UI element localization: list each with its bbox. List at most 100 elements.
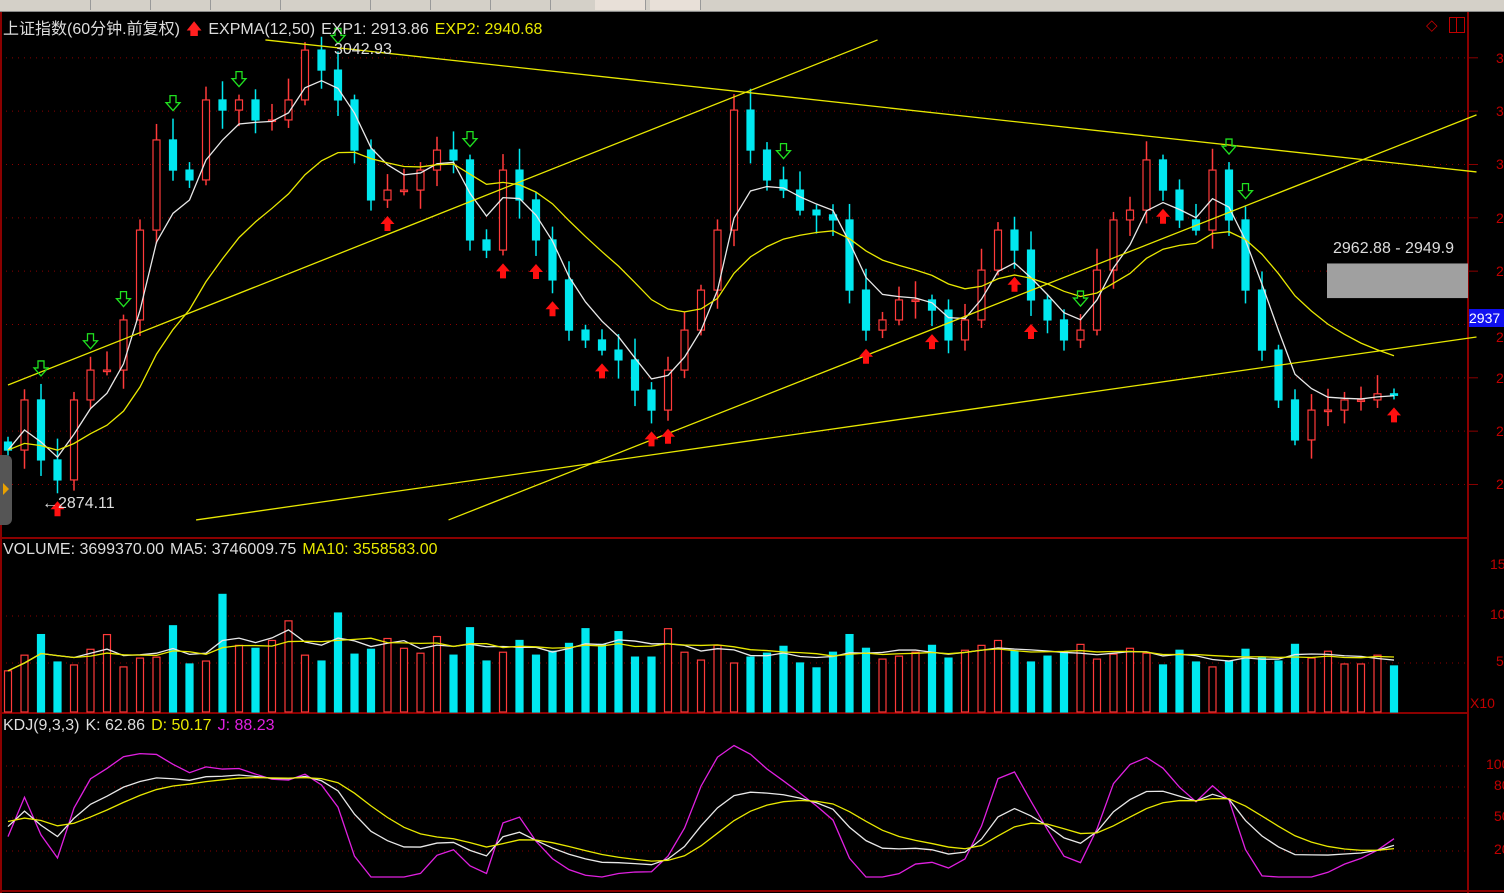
buy-signal-arrow-icon — [595, 363, 609, 379]
candle-up — [152, 139, 161, 231]
candle-up — [1109, 219, 1118, 271]
exp1-value: EXP1: 2913.86 — [321, 21, 429, 38]
kdj-d-line — [7, 776, 1395, 862]
candle-up — [1340, 399, 1349, 411]
toolbar-tab[interactable] — [90, 0, 151, 10]
candle-down — [251, 99, 260, 121]
candle-down — [861, 289, 871, 331]
volume-bar-down — [861, 647, 871, 713]
volume-bar-up — [1323, 650, 1333, 713]
candle-down — [366, 149, 376, 201]
diamond-icon[interactable]: ◇ — [1426, 17, 1438, 34]
volume-bar-up — [1125, 647, 1135, 713]
current-price-tag: 2937 — [1469, 309, 1504, 327]
toolbar-tab[interactable] — [280, 0, 371, 10]
exp1-line — [7, 79, 1395, 459]
window-layout-icon[interactable] — [1449, 17, 1465, 33]
candle-up — [20, 399, 29, 451]
volume-bar-up — [135, 657, 145, 713]
volume-bar-down — [449, 654, 458, 713]
candle-up — [1076, 329, 1085, 341]
price-tick-label: 2940 — [1496, 329, 1504, 345]
candle-up — [234, 99, 244, 111]
volume-bar-down — [482, 660, 491, 713]
kdj-j: J: 88.23 — [217, 717, 275, 734]
toolbar-tab[interactable] — [490, 0, 551, 10]
price-tick-label: 2920 — [1496, 369, 1504, 386]
high-price-label: 3042.93 — [334, 41, 392, 58]
volume-bar-up — [102, 633, 112, 713]
volume-bar-down — [1290, 643, 1300, 713]
candle-up — [993, 229, 1003, 271]
volume-bar-up — [300, 654, 310, 713]
candle-down — [1257, 289, 1267, 351]
volume-bar-down — [1158, 664, 1168, 713]
candle-down — [350, 99, 359, 151]
toolbar-tab[interactable] — [370, 0, 431, 10]
volume-bar-down — [762, 652, 772, 713]
candle-up — [300, 49, 310, 101]
candle-down — [36, 399, 46, 461]
volume-bar-down — [1257, 656, 1267, 713]
volume-bar-up — [1356, 663, 1366, 713]
volume-bar-up — [86, 648, 95, 713]
volume-bar-down — [317, 660, 326, 713]
trend-line — [196, 336, 1477, 521]
sell-signal-arrow-icon — [775, 142, 792, 160]
toolbar-tab[interactable] — [595, 0, 646, 10]
volume-bar-down — [531, 654, 541, 713]
candle-down — [1274, 349, 1283, 401]
low-price-value: 2874.11 — [58, 495, 115, 512]
buy-signal-arrow-icon — [496, 263, 510, 279]
toolbar — [0, 0, 1504, 12]
chart-area — [0, 12, 1504, 893]
toolbar-tab[interactable] — [150, 0, 211, 10]
candle-down — [795, 189, 805, 211]
toolbar-tab[interactable] — [650, 0, 701, 10]
candle-down — [1059, 319, 1069, 341]
candle-down — [168, 139, 178, 171]
volume-bar-down — [1389, 665, 1399, 713]
candle-down — [779, 179, 788, 191]
volume-bar-down — [944, 657, 953, 713]
exp2-value: EXP2: 2940.68 — [434, 21, 543, 38]
volume-bar-up — [1340, 663, 1349, 713]
volume-bar-down — [828, 651, 838, 713]
volume-bar-down — [168, 625, 178, 713]
volume-bar-up — [69, 664, 79, 713]
kdj-d: D: 50.17 — [151, 717, 212, 734]
volume-bar-down — [1241, 648, 1250, 713]
candle-down — [53, 459, 62, 481]
sell-signal-arrow-icon — [32, 360, 50, 377]
candle-up — [1356, 399, 1366, 403]
kdj-header: KDJ(9,3,3) K: 62.86 D: 50.17 J: 88.23 — [3, 717, 281, 735]
red-up-arrow-icon: 🡅 — [185, 21, 203, 38]
volume-bar-up — [383, 637, 392, 713]
trend-line — [7, 39, 878, 386]
expand-panel-handle[interactable] — [0, 455, 12, 525]
volume-tick: 5 — [1496, 653, 1504, 669]
volume-bar-up — [713, 644, 722, 713]
candle-up — [86, 369, 95, 401]
sell-signal-arrow-icon — [329, 27, 347, 45]
candle-up — [878, 319, 887, 331]
sell-signal-arrow-icon — [1072, 290, 1089, 308]
toolbar-tab[interactable] — [30, 0, 91, 10]
volume-ma10: MA10: 3558583.00 — [302, 541, 438, 558]
buy-signal-arrow-icon — [1156, 208, 1170, 224]
volume-bar-down — [333, 612, 343, 713]
trend-line — [265, 39, 1477, 173]
volume-bar-down — [366, 648, 376, 713]
candle-up — [663, 369, 673, 411]
kdj-j-line — [7, 744, 1395, 878]
price-tick-label: 3000 — [1496, 156, 1504, 173]
volume-bar-up — [416, 652, 425, 713]
candle-down — [218, 99, 227, 111]
candle-down — [317, 49, 326, 71]
candle-down — [1389, 393, 1399, 396]
volume-bar-up — [201, 660, 211, 713]
toolbar-tab[interactable] — [430, 0, 491, 10]
candle-up — [399, 189, 409, 193]
toolbar-tab[interactable] — [210, 0, 281, 10]
kdj-title: KDJ(9,3,3) — [3, 717, 80, 734]
